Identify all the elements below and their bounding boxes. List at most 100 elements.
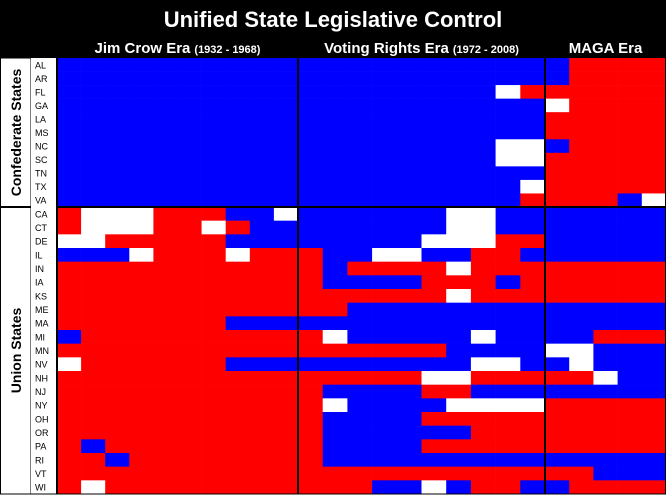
heatmap-cell [322, 112, 348, 127]
heatmap-cell [520, 330, 546, 344]
heatmap-cell [593, 289, 618, 303]
heatmap-cell [641, 166, 666, 181]
row-label: CT [35, 223, 47, 233]
heatmap-cell [298, 343, 323, 358]
heatmap-cell [593, 234, 618, 249]
heatmap-cell [153, 207, 178, 221]
heatmap-cell [153, 261, 178, 276]
heatmap-cell [57, 412, 82, 426]
heatmap-cell [249, 85, 275, 99]
heatmap-cell [225, 112, 251, 127]
heatmap-cell [421, 343, 447, 358]
heatmap-cell [298, 166, 323, 181]
heatmap-cell [298, 152, 323, 167]
heatmap-cell [396, 439, 422, 454]
heatmap-cell [273, 398, 299, 413]
heatmap-cell [153, 357, 178, 372]
heatmap-cell [520, 152, 546, 167]
heatmap-cell [569, 152, 594, 167]
heatmap-cell [129, 234, 154, 249]
heatmap-cell [545, 98, 570, 113]
heatmap-cell [545, 302, 570, 317]
heatmap-cell [545, 179, 570, 194]
heatmap-cell [225, 179, 251, 194]
row-label: IA [35, 278, 44, 288]
row-label: AR [35, 74, 48, 84]
heatmap-cell [421, 453, 447, 467]
heatmap-cell [129, 71, 154, 86]
heatmap-cell [81, 207, 106, 221]
heatmap-cell [347, 166, 373, 181]
heatmap-cell [617, 179, 643, 194]
heatmap-cell [201, 207, 226, 221]
heatmap-cell [545, 193, 570, 208]
heatmap-cell [569, 302, 594, 317]
heatmap-cell [57, 466, 82, 481]
heatmap-cell [273, 152, 299, 167]
heatmap-cell [495, 139, 521, 154]
heatmap-cell [298, 412, 323, 426]
heatmap-cell [396, 302, 422, 317]
heatmap-cell [396, 85, 422, 99]
heatmap-cell [129, 453, 154, 467]
heatmap-cell [446, 316, 472, 331]
heatmap-cell [129, 330, 154, 344]
heatmap-cell [396, 152, 422, 167]
heatmap-cell [396, 343, 422, 358]
heatmap-cell [617, 302, 643, 317]
heatmap-cell [569, 85, 594, 99]
heatmap-cell [347, 98, 373, 113]
heatmap-cell [641, 425, 666, 440]
heatmap-cell [372, 220, 398, 235]
heatmap-cell [396, 179, 422, 194]
heatmap-cell [57, 371, 82, 385]
heatmap-cell [421, 58, 447, 72]
heatmap-cell [153, 466, 178, 481]
heatmap-cell [225, 371, 251, 385]
heatmap-cell [273, 220, 299, 235]
heatmap-cell [129, 98, 154, 113]
heatmap-cell [201, 85, 226, 99]
heatmap-cell [641, 125, 666, 140]
heatmap-cell [129, 220, 154, 235]
heatmap-cell [298, 398, 323, 413]
heatmap-cell [225, 466, 251, 481]
heatmap-cell [495, 343, 521, 358]
heatmap-cell [249, 98, 275, 113]
heatmap-cell [495, 112, 521, 127]
heatmap-cell [201, 316, 226, 331]
heatmap-cell [81, 179, 106, 194]
heatmap-cell [421, 234, 447, 249]
heatmap-cell [201, 58, 226, 72]
heatmap-cell [470, 207, 496, 221]
heatmap-cell [201, 425, 226, 440]
heatmap-cell [322, 384, 348, 399]
heatmap-cell [520, 466, 546, 481]
heatmap-cell [520, 112, 546, 127]
heatmap-cell [81, 453, 106, 467]
heatmap-cell [495, 85, 521, 99]
heatmap-cell [57, 152, 82, 167]
heatmap-cell [177, 139, 202, 154]
heatmap-cell [273, 234, 299, 249]
heatmap-cell [249, 179, 275, 194]
heatmap-cell [273, 179, 299, 194]
heatmap-cell [249, 275, 275, 290]
heatmap-cell [545, 384, 570, 399]
heatmap-cell [57, 220, 82, 235]
heatmap-cell [617, 343, 643, 358]
heatmap-cell [617, 330, 643, 344]
heatmap-cell [225, 480, 251, 495]
heatmap-cell [372, 289, 398, 303]
heatmap-cell [298, 71, 323, 86]
heatmap-cell [641, 85, 666, 99]
heatmap-cell [57, 275, 82, 290]
heatmap-cell [641, 220, 666, 235]
heatmap-cell [545, 398, 570, 413]
heatmap-cell [129, 152, 154, 167]
row-label: IL [35, 250, 43, 260]
chart-title: Unified State Legislative Control [164, 7, 503, 32]
heatmap-cell [641, 261, 666, 276]
heatmap-cell [470, 166, 496, 181]
heatmap-cell [372, 152, 398, 167]
